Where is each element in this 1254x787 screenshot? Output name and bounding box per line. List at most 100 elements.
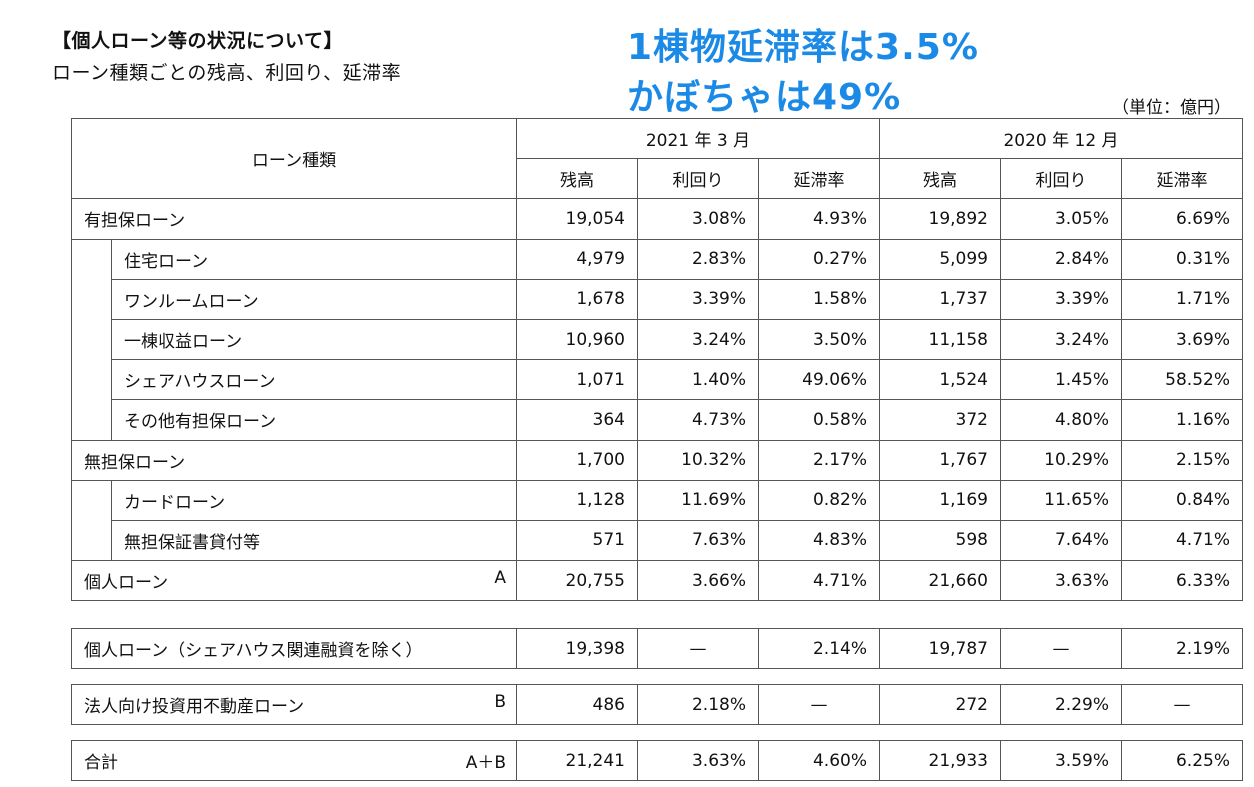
row-label: ワンルームローン <box>111 278 517 320</box>
table-row: 無担保証書貸付等 571 7.63% 4.83% 598 7.64% 4.71% <box>72 519 1243 562</box>
cell-value: 1,700 <box>516 439 638 481</box>
table-row: ワンルームローン 1,678 3.39% 1.58% 1,737 3.39% 1… <box>72 278 1243 320</box>
cell-value: 2.84% <box>1000 238 1122 280</box>
unit-label: （単位：億円） <box>1112 98 1231 118</box>
header-delinquency: 延滞率 <box>758 158 880 200</box>
cell-value: 6.69% <box>1121 198 1243 240</box>
cell-value: 21,660 <box>879 560 1001 602</box>
cell-value: — <box>1000 628 1122 669</box>
table-row: 個人ローン A 20,755 3.66% 4.71% 21,660 3.63% … <box>71 560 1243 602</box>
cell-value: 1,767 <box>879 439 1001 481</box>
corporate-loan-table: 法人向け投資用不動産ローン B 486 2.18% — 272 2.29% — <box>71 684 1243 725</box>
cell-value: 19,054 <box>516 198 638 240</box>
cell-value: 1.58% <box>758 278 880 320</box>
cell-value: 7.64% <box>1000 519 1122 562</box>
cell-value: 2.29% <box>1000 684 1122 725</box>
document-title: 【個人ローン等の状況について】 <box>52 30 343 52</box>
cell-value: 0.82% <box>758 479 880 521</box>
table-row: 無担保ローン 1,700 10.32% 2.17% 1,767 10.29% 2… <box>71 439 1243 481</box>
table-row: 個人ローン（シェアハウス関連融資を除く） 19,398 — 2.14% 19,7… <box>71 628 1243 669</box>
cell-value: 1.45% <box>1000 359 1122 401</box>
cell-value: 10.32% <box>637 439 759 481</box>
cell-value: 3.63% <box>637 740 759 781</box>
header-row-metrics: 残高 利回り 延滞率 残高 利回り 延滞率 <box>72 158 1243 200</box>
indent-gutter <box>71 480 112 561</box>
header-balance: 残高 <box>879 158 1001 200</box>
header-delinquency: 延滞率 <box>1121 158 1243 200</box>
header-period-2020-12: 2020 年 12 月 <box>879 117 1243 160</box>
row-label: 住宅ローン <box>111 238 517 280</box>
cell-value: 11.69% <box>637 479 759 521</box>
row-label-text: 個人ローン <box>84 573 169 594</box>
row-label: シェアハウスローン <box>111 359 517 401</box>
cell-value: 4.93% <box>758 198 880 240</box>
cell-value: 3.24% <box>1000 318 1122 361</box>
cell-value: 3.63% <box>1000 560 1122 602</box>
cell-value: 19,398 <box>516 628 638 669</box>
cell-value: 3.39% <box>637 278 759 320</box>
table-row: カードローン 1,128 11.69% 0.82% 1,169 11.65% 0… <box>71 479 1243 561</box>
row-label-text: 法人向け投資用不動産ローン <box>84 697 305 717</box>
cell-value: 1,737 <box>879 278 1001 320</box>
cell-value: 3.24% <box>637 318 759 361</box>
cell-value: 1.40% <box>637 359 759 401</box>
cell-value: 11.65% <box>1000 479 1122 521</box>
cell-value: 272 <box>879 684 1001 725</box>
cell-value: 4,979 <box>516 238 638 280</box>
header-yield: 利回り <box>1000 158 1122 200</box>
cell-value: 4.83% <box>758 519 880 562</box>
cell-value: 1,169 <box>879 479 1001 521</box>
cell-value: 7.63% <box>637 519 759 562</box>
cell-value: 4.71% <box>758 560 880 602</box>
row-label: 無担保ローン <box>71 439 517 481</box>
row-label: カードローン <box>111 479 517 521</box>
table-row: その他有担保ローン 364 4.73% 0.58% 372 4.80% 1.16… <box>72 399 1243 441</box>
header-yield: 利回り <box>637 158 759 200</box>
personal-loan-ex-sharehouse-table: 個人ローン（シェアハウス関連融資を除く） 19,398 — 2.14% 19,7… <box>71 628 1243 669</box>
cell-value: 1,678 <box>516 278 638 320</box>
indent-gutter <box>71 239 112 440</box>
header-balance: 残高 <box>516 158 638 200</box>
annotation-line-1: 1棟物延滞率は3.5% <box>627 27 979 68</box>
cell-value: 1.71% <box>1121 278 1243 320</box>
cell-value: 5,099 <box>879 238 1001 280</box>
cell-value: 10,960 <box>516 318 638 361</box>
row-label: 無担保証書貸付等 <box>111 519 517 562</box>
cell-value: 486 <box>516 684 638 725</box>
cell-value: 58.52% <box>1121 359 1243 401</box>
cell-value: 19,787 <box>879 628 1001 669</box>
cell-value: 49.06% <box>758 359 880 401</box>
cell-value: 372 <box>879 399 1001 441</box>
cell-value: 3.50% <box>758 318 880 361</box>
cell-value: 2.19% <box>1121 628 1243 669</box>
row-label: 有担保ローン <box>71 198 517 240</box>
row-mark: A <box>494 568 506 589</box>
cell-value: 21,933 <box>879 740 1001 781</box>
cell-value: 21,241 <box>516 740 638 781</box>
cell-value: 3.66% <box>637 560 759 602</box>
header-period-2021-03: 2021 年 3 月 <box>516 117 880 160</box>
cell-value: 2.14% <box>758 628 880 669</box>
cell-value: 598 <box>879 519 1001 562</box>
cell-value: — <box>758 684 880 725</box>
cell-value: 4.80% <box>1000 399 1122 441</box>
cell-value: 3.59% <box>1000 740 1122 781</box>
cell-value: 1.16% <box>1121 399 1243 441</box>
cell-value: — <box>637 628 759 669</box>
cell-value: 0.27% <box>758 238 880 280</box>
cell-value: 4.60% <box>758 740 880 781</box>
row-label: 個人ローン A <box>71 560 517 602</box>
total-table: 合計 A＋B 21,241 3.63% 4.60% 21,933 3.59% 6… <box>71 740 1243 781</box>
cell-value: 1,071 <box>516 359 638 401</box>
row-label: その他有担保ローン <box>111 399 517 441</box>
row-label: 法人向け投資用不動産ローン B <box>71 684 517 725</box>
cell-value: 0.84% <box>1121 479 1243 521</box>
table-row: 有担保ローン 19,054 3.08% 4.93% 19,892 3.05% 6… <box>71 198 1243 240</box>
cell-value: 2.17% <box>758 439 880 481</box>
cell-value: 0.31% <box>1121 238 1243 280</box>
cell-value: 11,158 <box>879 318 1001 361</box>
row-mark: A＋B <box>465 753 506 773</box>
cell-value: 3.08% <box>637 198 759 240</box>
header-row-periods: ローン種類 2021 年 3 月 2020 年 12 月 <box>71 117 1243 200</box>
cell-value: — <box>1121 684 1243 725</box>
